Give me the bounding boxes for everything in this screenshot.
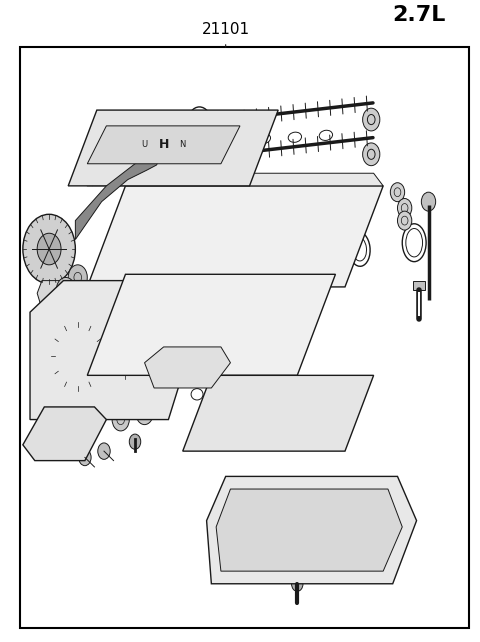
Circle shape — [79, 449, 91, 465]
Ellipse shape — [290, 395, 319, 424]
Ellipse shape — [243, 299, 284, 337]
Circle shape — [41, 282, 62, 310]
Ellipse shape — [235, 235, 243, 243]
Ellipse shape — [217, 220, 226, 228]
Text: N: N — [180, 140, 186, 149]
Circle shape — [37, 233, 61, 265]
Circle shape — [291, 576, 303, 591]
Circle shape — [117, 342, 134, 365]
Circle shape — [178, 353, 197, 379]
Ellipse shape — [292, 232, 300, 241]
Text: H: H — [158, 137, 169, 151]
Polygon shape — [68, 110, 278, 186]
Circle shape — [421, 192, 436, 211]
Ellipse shape — [292, 217, 300, 225]
Ellipse shape — [217, 405, 234, 421]
Polygon shape — [78, 173, 383, 186]
Polygon shape — [87, 186, 383, 287]
Circle shape — [51, 322, 104, 391]
Ellipse shape — [275, 232, 283, 241]
Circle shape — [107, 328, 144, 379]
Polygon shape — [87, 274, 336, 376]
Ellipse shape — [158, 221, 167, 230]
Ellipse shape — [175, 237, 184, 245]
Polygon shape — [30, 281, 202, 420]
Circle shape — [363, 143, 380, 166]
Circle shape — [129, 434, 141, 449]
Circle shape — [397, 198, 412, 218]
Circle shape — [397, 211, 412, 230]
Ellipse shape — [139, 304, 179, 342]
Bar — [413, 281, 425, 290]
Polygon shape — [37, 281, 75, 309]
Polygon shape — [87, 126, 240, 164]
Text: U: U — [142, 140, 148, 149]
Ellipse shape — [175, 221, 184, 230]
Ellipse shape — [191, 302, 232, 340]
Circle shape — [66, 341, 90, 372]
Circle shape — [56, 277, 75, 303]
Text: 2.7L: 2.7L — [392, 5, 445, 25]
Text: 21101: 21101 — [202, 22, 250, 37]
Circle shape — [390, 183, 405, 202]
Circle shape — [68, 265, 87, 290]
Polygon shape — [183, 376, 373, 451]
Circle shape — [23, 214, 75, 284]
Ellipse shape — [275, 217, 283, 225]
Polygon shape — [75, 148, 166, 239]
Ellipse shape — [258, 403, 275, 419]
Polygon shape — [216, 489, 402, 571]
Ellipse shape — [158, 237, 167, 245]
Polygon shape — [23, 407, 107, 460]
Circle shape — [112, 408, 129, 431]
Polygon shape — [144, 347, 230, 388]
Circle shape — [363, 108, 380, 131]
Ellipse shape — [296, 401, 313, 417]
Polygon shape — [206, 476, 417, 584]
Ellipse shape — [235, 220, 243, 228]
Ellipse shape — [217, 235, 226, 243]
Ellipse shape — [252, 397, 281, 426]
Ellipse shape — [211, 399, 240, 428]
Circle shape — [136, 402, 153, 424]
Circle shape — [98, 443, 110, 459]
